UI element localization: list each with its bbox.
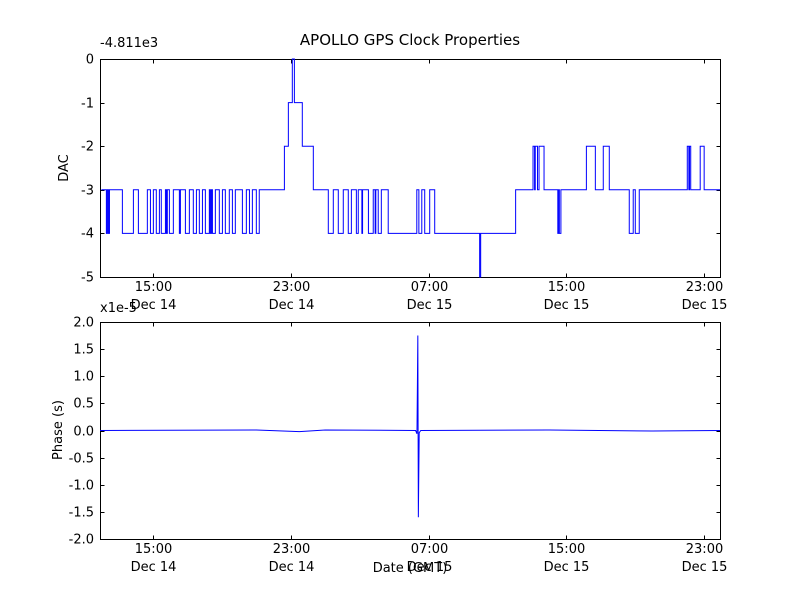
phase-y-tick-label: -0.5 — [69, 452, 94, 467]
dac-axis-offset-text: -4.811e3 — [100, 36, 159, 51]
phase-x-tick-label: 07:00 — [411, 542, 448, 557]
dac-x-tick-label: Dec 14 — [269, 298, 315, 313]
dac-x-tick-label: Dec 15 — [682, 298, 728, 313]
dac-y-tick-label: -2 — [81, 140, 94, 155]
phase-x-tick-label: 15:00 — [135, 542, 172, 557]
dac-x-tick-label: Dec 15 — [407, 298, 453, 313]
phase-y-tick-label: 0.0 — [73, 425, 94, 440]
dac-series-line — [101, 58, 720, 278]
dac-x-tick-label: 23:00 — [686, 280, 723, 295]
dac-x-tick-label: 07:00 — [411, 280, 448, 295]
phase-x-tick-label: Dec 15 — [407, 560, 453, 575]
dac-x-tick-label: 23:00 — [273, 280, 310, 295]
dac-x-tick-label: 15:00 — [548, 280, 585, 295]
phase-y-axis-label: Phase (s) — [51, 400, 66, 460]
phase-y-tick-label: -1.5 — [69, 506, 94, 521]
dac-y-axis-label: DAC — [57, 154, 72, 182]
dac-y-tick-label: -4 — [81, 227, 94, 242]
dac-x-tick-label: 15:00 — [135, 280, 172, 295]
phase-x-tick-label: Dec 15 — [544, 560, 590, 575]
dac-y-tick-label: -3 — [81, 184, 94, 199]
phase-x-tick-label: Dec 14 — [269, 560, 315, 575]
phase-x-tick-label: 23:00 — [686, 542, 723, 557]
phase-series-line — [99, 335, 721, 518]
dac-x-tick-label: Dec 15 — [544, 298, 590, 313]
dac-y-tick-label: -1 — [81, 97, 94, 112]
phase-y-tick-label: 1.5 — [73, 343, 94, 358]
phase-y-tick-label: -2.0 — [69, 533, 94, 548]
phase-y-tick-label: 0.5 — [73, 397, 94, 412]
dac-y-tick-label: -5 — [81, 271, 94, 286]
dac-x-tick-label: Dec 14 — [131, 298, 177, 313]
phase-y-tick-label: 2.0 — [73, 316, 94, 331]
phase-x-tick-label: 23:00 — [273, 542, 310, 557]
dac-y-tick-label: 0 — [86, 53, 94, 68]
chart-title: APOLLO GPS Clock Properties — [299, 31, 521, 49]
phase-axis-offset-text: x1e-5 — [100, 301, 137, 316]
phase-y-tick-label: 1.0 — [73, 370, 94, 385]
phase-y-tick-label: -1.0 — [69, 479, 94, 494]
phase-x-tick-label: Dec 15 — [682, 560, 728, 575]
phase-x-tick-label: 15:00 — [548, 542, 585, 557]
phase-x-tick-label: Dec 14 — [131, 560, 177, 575]
dac-axes-box — [100, 59, 721, 278]
x-axis-label: Date (GMT) — [372, 561, 448, 576]
